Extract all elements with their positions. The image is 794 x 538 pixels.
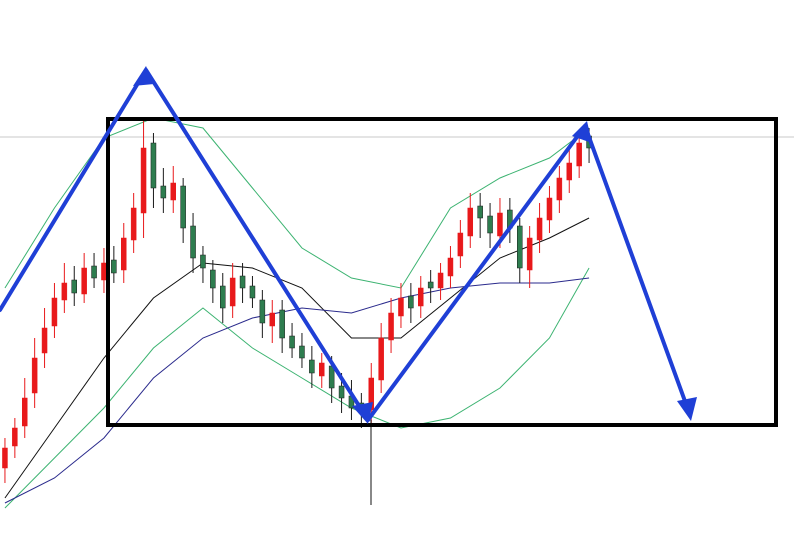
candle-body: [249, 285, 256, 299]
candle-body: [200, 254, 206, 269]
candle-body: [546, 197, 553, 221]
indicator-line: [4, 267, 590, 509]
candle-body: [2, 447, 8, 469]
candle-body: [140, 147, 147, 214]
candle-body: [398, 297, 404, 317]
candle-body: [150, 142, 157, 189]
candle-body: [160, 185, 167, 199]
candle-body: [22, 397, 28, 427]
candle-body: [418, 287, 424, 307]
arrow-heads: [133, 66, 697, 424]
candle-body: [279, 309, 285, 339]
candle-body: [299, 345, 305, 359]
indicator-line: [4, 117, 590, 289]
candle-body: [130, 207, 137, 241]
candle-body: [427, 281, 434, 289]
indicator-line: [4, 277, 590, 504]
range-box: [106, 117, 778, 427]
candle-body: [477, 205, 483, 219]
candle-body: [121, 237, 127, 271]
candle-body: [190, 225, 196, 259]
candle-body: [81, 267, 87, 295]
candle-body: [239, 275, 246, 289]
candle-body: [31, 357, 38, 394]
arrow-head: [133, 66, 154, 86]
candle-body: [220, 285, 226, 309]
candle-body: [408, 295, 414, 309]
arrow-head: [572, 121, 592, 143]
candle-body: [289, 335, 295, 349]
candle-body: [517, 225, 523, 269]
candle-body: [71, 279, 78, 294]
candle-body: [526, 237, 533, 271]
candle-body: [576, 142, 582, 167]
candle-body: [210, 269, 216, 289]
candle-body: [566, 162, 573, 181]
candle-body: [467, 207, 474, 237]
candle-body: [487, 215, 493, 234]
candle-body: [91, 265, 97, 279]
candle-body: [309, 359, 315, 374]
candle-body: [180, 185, 186, 229]
candle-body: [368, 377, 375, 411]
candle-body: [101, 262, 107, 281]
indicator-line: [4, 217, 590, 499]
candle-body: [338, 385, 345, 399]
candle-body: [556, 177, 563, 201]
candle-body: [437, 272, 444, 289]
candle-body: [41, 327, 48, 354]
candle-body: [378, 337, 384, 381]
candle-body: [447, 257, 454, 277]
candle-body: [61, 282, 68, 301]
arrow-head: [677, 397, 697, 421]
arrow-head: [352, 402, 373, 424]
candle-body: [51, 297, 58, 327]
candle-body: [170, 182, 177, 201]
candle-body: [536, 217, 543, 241]
plot: [2, 117, 592, 509]
candle-body: [229, 277, 236, 307]
candle-body: [269, 312, 276, 327]
candle-body: [457, 232, 464, 257]
candle-body: [328, 365, 335, 389]
candle-body: [12, 427, 18, 447]
candle-body: [259, 299, 266, 324]
candle-body: [319, 362, 325, 377]
candle-body: [111, 259, 117, 274]
candle-body: [388, 312, 394, 341]
candle-body: [497, 212, 503, 237]
